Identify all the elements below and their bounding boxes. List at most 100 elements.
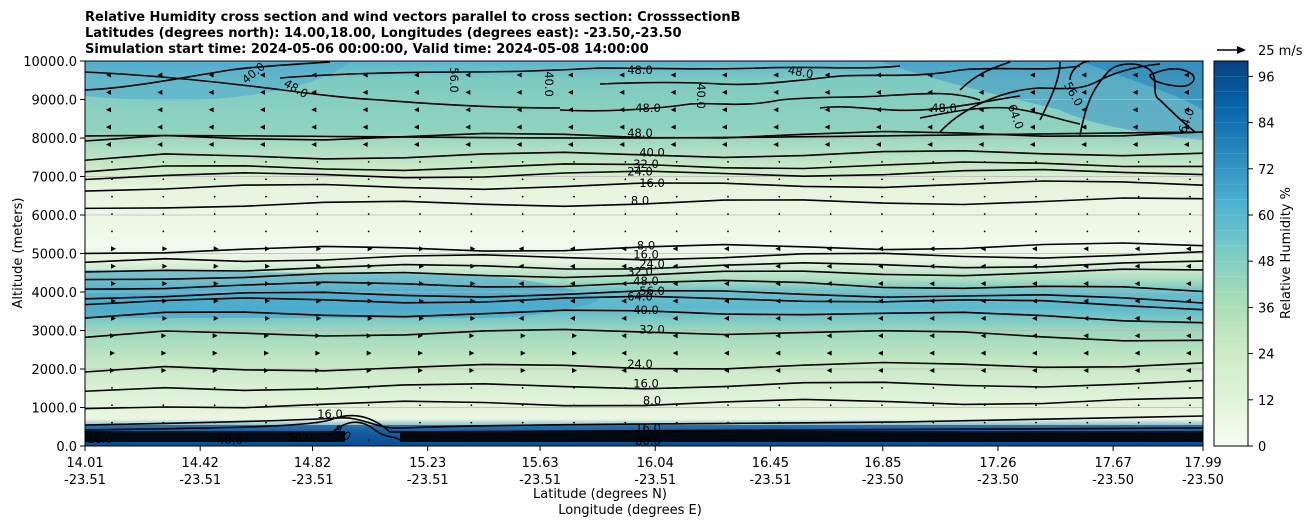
wind-vector xyxy=(470,315,476,321)
wind-vector xyxy=(316,230,319,233)
wind-vector xyxy=(980,246,986,252)
wind-vector xyxy=(1132,142,1138,148)
wind-vector xyxy=(1032,281,1037,287)
wind-vector xyxy=(470,439,473,441)
contour-lines xyxy=(85,130,1203,410)
wind-vector xyxy=(829,230,832,233)
wind-vector xyxy=(1137,230,1140,233)
wind-vector xyxy=(162,230,165,233)
wind-vector xyxy=(1132,124,1138,130)
wind-vector xyxy=(162,178,165,181)
contour-line xyxy=(85,260,1203,273)
wind-vector xyxy=(722,72,727,78)
wind-vector xyxy=(672,350,678,356)
wind-vector xyxy=(778,195,781,198)
wind-vector xyxy=(470,298,476,304)
wind-vector xyxy=(775,281,781,287)
quiver-key: 25 m/s xyxy=(1217,44,1303,59)
x-tick-label-lat: 15.63 xyxy=(521,456,558,471)
wind-vector xyxy=(672,281,678,287)
y-tick-label: 10000.0 xyxy=(23,55,77,70)
wind-vector xyxy=(881,178,883,181)
y-tick-label: 4000.0 xyxy=(32,286,78,301)
wind-vector xyxy=(983,213,986,215)
wind-vector xyxy=(1081,89,1087,95)
colorbar-tick-label: 12 xyxy=(1258,394,1275,409)
wind-vector xyxy=(773,72,779,78)
wind-vector xyxy=(929,315,935,321)
colorbar-gradient xyxy=(1214,61,1248,446)
contour-line xyxy=(85,268,1203,281)
contour-label: 32.0 xyxy=(627,265,653,279)
wind-vector xyxy=(1035,230,1037,233)
wind-vector xyxy=(106,72,111,78)
wind-vector xyxy=(518,298,524,304)
wind-vector xyxy=(932,230,935,233)
y-axis-label: Altitude (meters) xyxy=(11,198,26,309)
wind-vector xyxy=(878,315,883,321)
wind-vector xyxy=(624,386,627,389)
wind-vector xyxy=(568,89,573,95)
rh-patch-upper-left xyxy=(85,61,350,101)
wind-vector xyxy=(465,72,471,78)
wind-vector xyxy=(1086,195,1089,198)
wind-vector xyxy=(470,178,473,181)
wind-vector xyxy=(775,350,781,356)
wind-vector xyxy=(983,195,986,198)
wind-vector xyxy=(315,367,321,373)
contour-line xyxy=(85,250,1203,264)
contour-line xyxy=(85,149,1203,162)
wind-vector xyxy=(1083,350,1089,356)
x-tick-label-lat: 17.26 xyxy=(979,456,1016,471)
contour-line xyxy=(85,279,1203,293)
wind-vector xyxy=(570,315,575,321)
contour-label: 24.0 xyxy=(639,257,665,271)
wind-vector xyxy=(568,72,573,78)
wind-vector xyxy=(265,263,270,269)
y-tick-label: 9000.0 xyxy=(32,94,78,109)
wind-vector xyxy=(672,263,678,269)
wind-vector xyxy=(824,124,830,130)
wind-vector xyxy=(932,404,935,407)
wind-vector xyxy=(470,161,473,163)
wind-vector xyxy=(824,107,830,113)
wind-vector xyxy=(1086,404,1089,407)
wind-vector xyxy=(521,178,524,181)
wind-vector xyxy=(366,333,372,339)
wind-vector xyxy=(315,333,321,339)
wind-vector xyxy=(773,107,779,113)
wind-vector xyxy=(978,142,984,148)
y-tick-label: 1000.0 xyxy=(32,402,78,417)
colorbar-frame xyxy=(1213,60,1249,447)
wind-vector xyxy=(1134,367,1140,373)
wind-vector xyxy=(161,367,167,373)
wind-vector xyxy=(624,230,627,233)
wind-vector xyxy=(727,386,729,389)
contour-label: 24.0 xyxy=(627,357,653,371)
wind-vector xyxy=(1081,124,1087,130)
wind-vector xyxy=(670,107,676,113)
colorbar-tick-label: 0 xyxy=(1258,440,1266,455)
wind-vector xyxy=(621,298,627,304)
wind-vector xyxy=(670,124,676,130)
wind-vector xyxy=(1086,161,1089,163)
wind-vector xyxy=(829,386,832,389)
wind-vector xyxy=(110,350,115,356)
x-tick-label-lat: 16.04 xyxy=(637,456,674,471)
wind-vector xyxy=(213,298,219,304)
contour-line xyxy=(85,242,1203,255)
wind-vector xyxy=(619,107,625,113)
x-axis-ticks: 14.01 -23.51 14.42 -23.51 14.82 -23.51 15.23 -2… xyxy=(64,446,1224,488)
wind-vector xyxy=(619,124,625,130)
wind-vector xyxy=(573,230,575,233)
wind-vector xyxy=(826,281,832,287)
wind-vector xyxy=(778,439,781,441)
wind-vector xyxy=(362,124,368,130)
wind-vector xyxy=(980,298,986,304)
wind-vector xyxy=(518,246,524,252)
wind-vector xyxy=(265,386,267,389)
wind-vector xyxy=(1189,404,1191,407)
wind-vector xyxy=(1184,124,1189,130)
wind-vector xyxy=(932,213,935,215)
contour-line xyxy=(85,289,1203,304)
